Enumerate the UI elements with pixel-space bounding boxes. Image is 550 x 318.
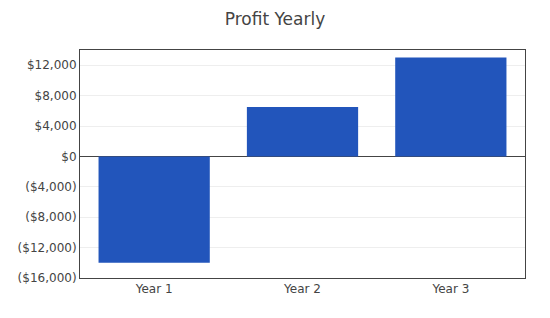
svg-text:$8,000: $8,000 [35,89,77,103]
svg-text:$4,000: $4,000 [35,119,77,133]
svg-text:($16,000): ($16,000) [18,271,77,285]
svg-text:Year 1: Year 1 [135,282,173,296]
svg-text:($4,000): ($4,000) [25,180,76,194]
svg-text:Year 3: Year 3 [431,282,469,296]
svg-text:Profit Yearly: Profit Yearly [225,9,326,29]
svg-text:($12,000): ($12,000) [18,241,77,255]
svg-text:$12,000: $12,000 [27,58,77,72]
svg-text:($8,000): ($8,000) [25,210,76,224]
svg-text:$0: $0 [61,150,76,164]
svg-text:Year 2: Year 2 [283,282,321,296]
